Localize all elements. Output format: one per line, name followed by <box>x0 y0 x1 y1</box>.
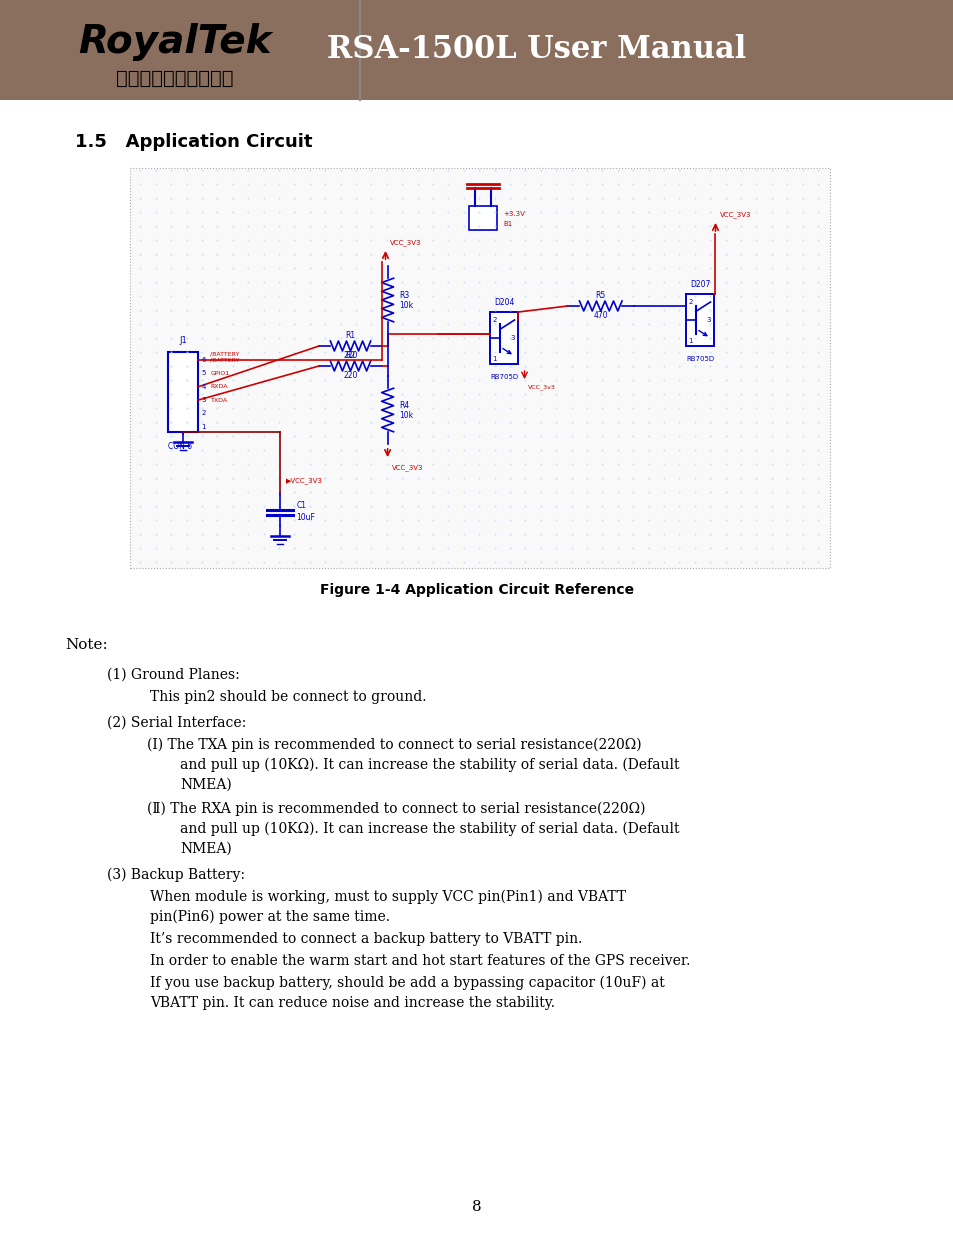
Text: When module is working, must to supply VCC pin(Pin1) and VBATT: When module is working, must to supply V… <box>150 890 625 904</box>
Text: 鼎天國際股份有限公司: 鼎天國際股份有限公司 <box>116 68 233 88</box>
Text: R4: R4 <box>399 401 410 410</box>
Text: This pin2 should be connect to ground.: This pin2 should be connect to ground. <box>150 690 426 704</box>
Text: (Ⅰ) The TXA pin is recommended to connect to serial resistance(220Ω): (Ⅰ) The TXA pin is recommended to connec… <box>147 739 641 752</box>
Text: 1: 1 <box>492 356 497 362</box>
Text: B1: B1 <box>503 221 512 227</box>
Bar <box>469 206 497 230</box>
Text: J1: J1 <box>179 336 187 345</box>
Text: R3: R3 <box>399 291 410 300</box>
Text: pin(Pin6) power at the same time.: pin(Pin6) power at the same time. <box>150 910 390 924</box>
Text: In order to enable the warm start and hot start features of the GPS receiver.: In order to enable the warm start and ho… <box>150 953 690 968</box>
Text: NMEA): NMEA) <box>180 842 232 856</box>
Text: 10k: 10k <box>399 411 414 420</box>
Text: 1: 1 <box>688 338 692 345</box>
Text: VCC_3V3: VCC_3V3 <box>389 240 420 246</box>
Text: (Ⅱ) The RXA pin is recommended to connect to serial resistance(220Ω): (Ⅱ) The RXA pin is recommended to connec… <box>147 802 645 816</box>
Text: RB705D: RB705D <box>686 356 714 362</box>
Text: R5: R5 <box>595 290 605 300</box>
Text: 2: 2 <box>688 299 692 305</box>
Text: 4: 4 <box>201 384 206 390</box>
Text: Note:: Note: <box>65 638 108 652</box>
Text: It’s recommended to connect a backup battery to VBATT pin.: It’s recommended to connect a backup bat… <box>150 932 581 946</box>
Text: RoyalTek: RoyalTek <box>78 23 272 61</box>
Text: 2: 2 <box>492 317 497 324</box>
Text: CON 6: CON 6 <box>169 442 193 451</box>
Text: RB705D: RB705D <box>490 374 518 380</box>
Text: 470: 470 <box>593 310 607 320</box>
Text: (2) Serial Interface:: (2) Serial Interface: <box>107 716 246 730</box>
Text: VCC_3V3: VCC_3V3 <box>391 464 423 471</box>
Text: ▶VCC_3V3: ▶VCC_3V3 <box>285 478 322 484</box>
Text: 220: 220 <box>343 370 357 379</box>
Text: RSA-1500L User Manual: RSA-1500L User Manual <box>327 35 746 65</box>
Text: 3: 3 <box>705 317 710 324</box>
Text: 220: 220 <box>343 351 357 359</box>
Text: D204: D204 <box>494 298 515 308</box>
Text: 10uF: 10uF <box>296 513 315 521</box>
Text: 2: 2 <box>201 410 206 416</box>
Text: R1: R1 <box>345 331 355 340</box>
Text: C1: C1 <box>296 501 306 510</box>
Text: 5: 5 <box>201 370 206 377</box>
Bar <box>130 168 829 568</box>
Text: R2: R2 <box>345 351 355 359</box>
Text: 3: 3 <box>510 335 514 341</box>
Text: VCC_3V3: VCC_3V3 <box>719 211 750 219</box>
Text: and pull up (10KΩ). It can increase the stability of serial data. (Default: and pull up (10KΩ). It can increase the … <box>180 758 679 772</box>
Text: Figure 1-4 Application Circuit Reference: Figure 1-4 Application Circuit Reference <box>319 583 634 597</box>
Bar <box>490 312 518 364</box>
Text: VCC_3v3: VCC_3v3 <box>527 384 555 390</box>
Text: RXDA: RXDA <box>211 384 228 389</box>
Text: If you use backup battery, should be add a bypassing capacitor (10uF) at: If you use backup battery, should be add… <box>150 976 664 990</box>
Text: 6: 6 <box>201 357 206 363</box>
Bar <box>0 0 953 100</box>
Bar <box>686 294 714 346</box>
Text: /BATTERY: /BATTERY <box>211 351 239 356</box>
Text: 10k: 10k <box>399 301 414 310</box>
Text: GPIO1: GPIO1 <box>211 370 230 375</box>
Text: /BATTERY: /BATTERY <box>211 357 239 363</box>
Text: (3) Backup Battery:: (3) Backup Battery: <box>107 868 245 882</box>
Text: D207: D207 <box>690 280 710 289</box>
Text: +3.3V: +3.3V <box>503 211 525 217</box>
Bar <box>169 352 198 432</box>
Text: 3: 3 <box>201 396 206 403</box>
Text: 1: 1 <box>201 424 206 430</box>
Text: VBATT pin. It can reduce noise and increase the stability.: VBATT pin. It can reduce noise and incre… <box>150 995 555 1010</box>
Text: (1) Ground Planes:: (1) Ground Planes: <box>107 668 239 682</box>
Text: and pull up (10KΩ). It can increase the stability of serial data. (Default: and pull up (10KΩ). It can increase the … <box>180 823 679 836</box>
Text: TXDA: TXDA <box>211 398 228 403</box>
Text: 1.5   Application Circuit: 1.5 Application Circuit <box>75 133 313 151</box>
Text: NMEA): NMEA) <box>180 778 232 792</box>
Text: 8: 8 <box>472 1200 481 1214</box>
